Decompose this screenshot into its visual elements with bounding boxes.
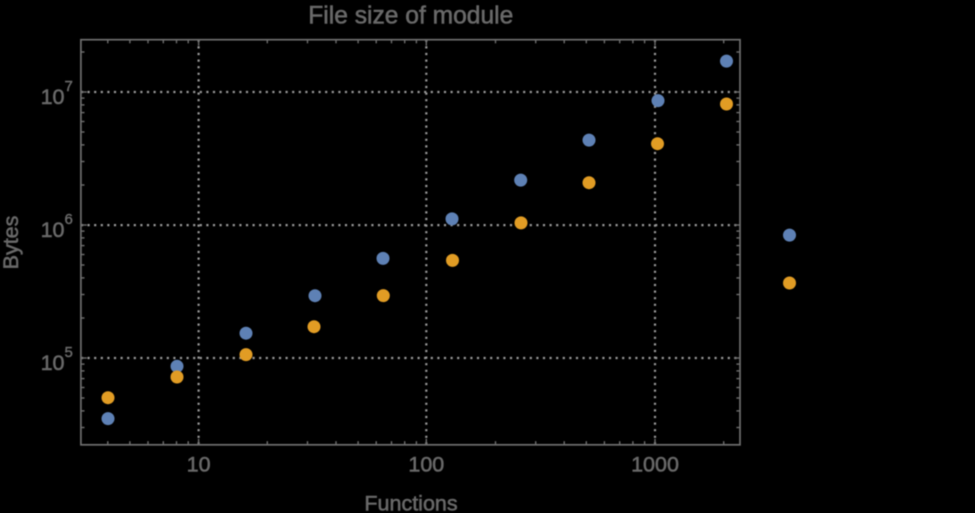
svg-text:5: 5 xyxy=(65,344,73,361)
svg-text:10: 10 xyxy=(41,218,65,242)
svg-text:Bytes: Bytes xyxy=(0,216,23,270)
svg-text:File size of module: File size of module xyxy=(308,3,513,30)
svg-text:7: 7 xyxy=(65,78,73,95)
svg-text:10: 10 xyxy=(41,85,65,109)
svg-text:100: 100 xyxy=(408,453,444,477)
svg-text:1000: 1000 xyxy=(631,453,679,477)
svg-text:10: 10 xyxy=(187,453,211,477)
svg-text:Functions: Functions xyxy=(364,492,457,513)
svg-text:10: 10 xyxy=(41,351,65,375)
svg-text:6: 6 xyxy=(65,211,73,228)
